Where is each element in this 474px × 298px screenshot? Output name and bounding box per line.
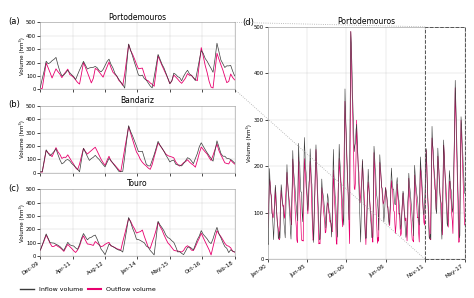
Text: (a): (a): [8, 17, 20, 26]
Y-axis label: Volume (hm³): Volume (hm³): [18, 120, 25, 158]
Legend: Inflow volume, Outflow volume: Inflow volume, Outflow volume: [18, 285, 159, 295]
Title: Touro: Touro: [127, 179, 148, 188]
Text: (b): (b): [8, 100, 20, 109]
Y-axis label: Volume (hm³): Volume (hm³): [18, 37, 25, 75]
Y-axis label: Volume (hm³): Volume (hm³): [246, 124, 252, 162]
Bar: [425, 27, 465, 259]
Y-axis label: Volume (hm³): Volume (hm³): [18, 204, 25, 242]
Title: Portodemouros: Portodemouros: [337, 17, 395, 26]
Title: Bandariz: Bandariz: [120, 96, 155, 105]
Title: Portodemouros: Portodemouros: [109, 13, 166, 21]
Text: (d): (d): [242, 18, 254, 27]
Text: (c): (c): [8, 184, 19, 193]
